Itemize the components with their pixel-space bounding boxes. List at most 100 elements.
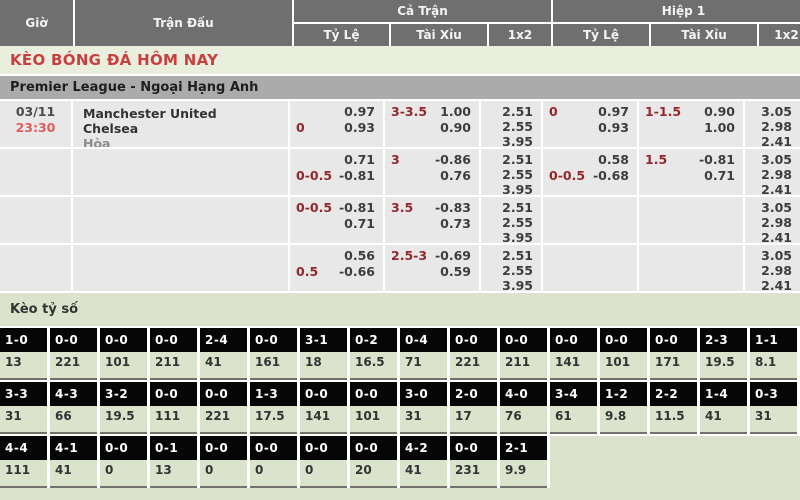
odds-cell-ft-1x2[interactable]: 2.51 2.55 3.95 xyxy=(481,245,543,293)
correct-score-grid: 1-0 13 0-0 221 0-0 101 0-0 211 2-4 41 0-0 161 3-1 18 0… xyxy=(0,326,800,488)
odds-cell-ft-handicap[interactable]: 0.71 0-0.5 -0.81 xyxy=(290,149,385,197)
odds-value: 3.95 xyxy=(502,182,533,197)
odds-cell-h1-handicap[interactable]: 0 0.97 0.93 xyxy=(543,101,639,149)
odds-cell-ft-handicap[interactable]: 0.56 0.5 -0.66 xyxy=(290,245,385,293)
score-cell[interactable]: 0-0 111 xyxy=(150,382,200,434)
score-cell[interactable]: 0-3 31 xyxy=(750,382,800,434)
score-cell[interactable]: 0-0 0 xyxy=(100,436,150,488)
odds-cell-h1-overunder[interactable] xyxy=(639,245,745,293)
score-cell[interactable]: 1-0 13 xyxy=(0,328,50,380)
odds-cell-h1-1x2[interactable]: 3.05 2.98 2.41 xyxy=(745,245,800,293)
odds-line: 1.5 -0.81 xyxy=(639,152,743,168)
score-cell[interactable]: 0-0 221 xyxy=(200,382,250,434)
score-label: 3-2 xyxy=(100,382,147,406)
score-cell[interactable]: 4-4 111 xyxy=(0,436,50,488)
score-cell[interactable]: 2-1 9.9 xyxy=(500,436,550,488)
score-cell[interactable]: 2-2 11.5 xyxy=(650,382,700,434)
odds-cell-ft-overunder[interactable]: 3.5 -0.83 0.73 xyxy=(385,197,481,245)
score-label: 0-0 xyxy=(350,436,397,460)
score-cell[interactable]: 1-2 9.8 xyxy=(600,382,650,434)
score-cell[interactable]: 0-0 101 xyxy=(600,328,650,380)
score-cell[interactable]: 0-4 71 xyxy=(400,328,450,380)
score-label: 0-0 xyxy=(600,328,647,352)
odds-cell-ft-handicap[interactable]: 0.97 0 0.93 xyxy=(290,101,385,149)
score-cell[interactable]: 0-0 211 xyxy=(500,328,550,380)
odds-line: 3-3.5 1.00 xyxy=(385,104,479,120)
col-header-full-match: Cả Trận xyxy=(294,0,551,22)
odds-cell-h1-handicap[interactable] xyxy=(543,197,639,245)
score-cell[interactable]: 0-0 171 xyxy=(650,328,700,380)
score-cell[interactable]: 0-0 101 xyxy=(100,328,150,380)
score-cell[interactable]: 0-0 211 xyxy=(150,328,200,380)
score-odds-value: 17 xyxy=(450,406,497,434)
score-cell[interactable]: 0-0 221 xyxy=(50,328,100,380)
score-cell[interactable]: 0-0 161 xyxy=(250,328,300,380)
score-cell[interactable]: 1-1 8.1 xyxy=(750,328,800,380)
score-odds-value: 13 xyxy=(0,352,47,380)
score-cell[interactable]: 2-0 17 xyxy=(450,382,500,434)
score-cell[interactable]: 4-3 66 xyxy=(50,382,100,434)
score-odds-value: 61 xyxy=(550,406,597,434)
odds-cell-h1-1x2[interactable]: 3.05 2.98 2.41 xyxy=(745,101,800,149)
odds-line: 0 0.93 xyxy=(290,120,383,136)
odds-value: -0.66 xyxy=(338,264,375,279)
odds-cell-h1-handicap[interactable] xyxy=(543,245,639,293)
odds-cell-ft-1x2[interactable]: 2.51 2.55 3.95 xyxy=(481,197,543,245)
odds-row: 0-0.5 -0.81 0.71 3.5 -0.83 0.73 2.51 2.55 3.95 3.… xyxy=(0,197,800,245)
score-cell[interactable]: 3-4 61 xyxy=(550,382,600,434)
score-odds-value: 0 xyxy=(100,460,147,488)
score-cell[interactable]: 1-3 17.5 xyxy=(250,382,300,434)
score-cell[interactable]: 0-0 20 xyxy=(350,436,400,488)
odds-value: 3.95 xyxy=(502,278,533,293)
odds-cell-h1-overunder[interactable] xyxy=(639,197,745,245)
score-cell[interactable]: 0-0 141 xyxy=(550,328,600,380)
odds-cell-ft-overunder[interactable]: 2.5-3 -0.69 0.59 xyxy=(385,245,481,293)
odds-cell-ft-overunder[interactable]: 3 -0.86 0.76 xyxy=(385,149,481,197)
odds-cell-h1-1x2[interactable]: 3.05 2.98 2.41 xyxy=(745,149,800,197)
score-cell[interactable]: 0-1 13 xyxy=(150,436,200,488)
score-odds-value: 41 xyxy=(200,352,247,380)
odds-value: 2.51 xyxy=(502,200,533,215)
odds-cell-ft-handicap[interactable]: 0-0.5 -0.81 0.71 xyxy=(290,197,385,245)
score-cell[interactable]: 3-0 31 xyxy=(400,382,450,434)
odds-value: 2.55 xyxy=(502,119,533,134)
score-cell[interactable]: 4-0 76 xyxy=(500,382,550,434)
score-cell[interactable]: 4-2 41 xyxy=(400,436,450,488)
odds-cell-h1-handicap[interactable]: 0.58 0-0.5 -0.68 xyxy=(543,149,639,197)
score-cell[interactable]: 2-4 41 xyxy=(200,328,250,380)
league-header[interactable]: Premier League - Ngoại Hạng Anh xyxy=(0,76,800,101)
handicap-label: 0.5 xyxy=(296,264,319,279)
score-cell[interactable]: 0-0 221 xyxy=(450,328,500,380)
league-name: Premier League - Ngoại Hạng Anh xyxy=(10,80,259,95)
score-cell[interactable]: 0-0 0 xyxy=(200,436,250,488)
score-cell[interactable]: 4-1 41 xyxy=(50,436,100,488)
score-cell[interactable]: 0-0 0 xyxy=(250,436,300,488)
score-cell[interactable]: 0-0 231 xyxy=(450,436,500,488)
score-label: 0-0 xyxy=(100,436,147,460)
score-cell[interactable]: 0-2 16.5 xyxy=(350,328,400,380)
odds-line: 0-0.5 -0.81 xyxy=(290,168,383,184)
score-odds-value: 0 xyxy=(250,460,297,488)
score-cell[interactable]: 3-3 31 xyxy=(0,382,50,434)
odds-cell-h1-overunder[interactable]: 1.5 -0.81 0.71 xyxy=(639,149,745,197)
score-cell[interactable]: 2-3 19.5 xyxy=(700,328,750,380)
score-label: 0-0 xyxy=(550,328,597,352)
score-cell[interactable]: 0-0 141 xyxy=(300,382,350,434)
odds-cell-h1-1x2[interactable]: 3.05 2.98 2.41 xyxy=(745,197,800,245)
col-header-h1-overunder: Tài Xỉu xyxy=(651,24,757,46)
odds-cell-h1-overunder[interactable]: 1-1.5 0.90 1.00 xyxy=(639,101,745,149)
score-cell[interactable]: 0-0 101 xyxy=(350,382,400,434)
odds-cell-ft-overunder[interactable]: 3-3.5 1.00 0.90 xyxy=(385,101,481,149)
odds-cell-ft-1x2[interactable]: 2.51 2.55 3.95 xyxy=(481,101,543,149)
score-cell[interactable]: 0-0 0 xyxy=(300,436,350,488)
odds-line: 0.58 xyxy=(543,152,637,168)
score-odds-value: 101 xyxy=(100,352,147,380)
score-cell[interactable]: 1-4 41 xyxy=(700,382,750,434)
odds-cell-ft-1x2[interactable]: 2.51 2.55 3.95 xyxy=(481,149,543,197)
score-cell[interactable]: 3-1 18 xyxy=(300,328,350,380)
correct-score-section-header: Kèo tỷ số xyxy=(0,293,800,326)
score-odds-value: 171 xyxy=(650,352,697,380)
col-header-h1-1x2: 1x2 xyxy=(759,24,800,46)
score-cell[interactable]: 3-2 19.5 xyxy=(100,382,150,434)
score-odds-value: 8.1 xyxy=(750,352,797,380)
